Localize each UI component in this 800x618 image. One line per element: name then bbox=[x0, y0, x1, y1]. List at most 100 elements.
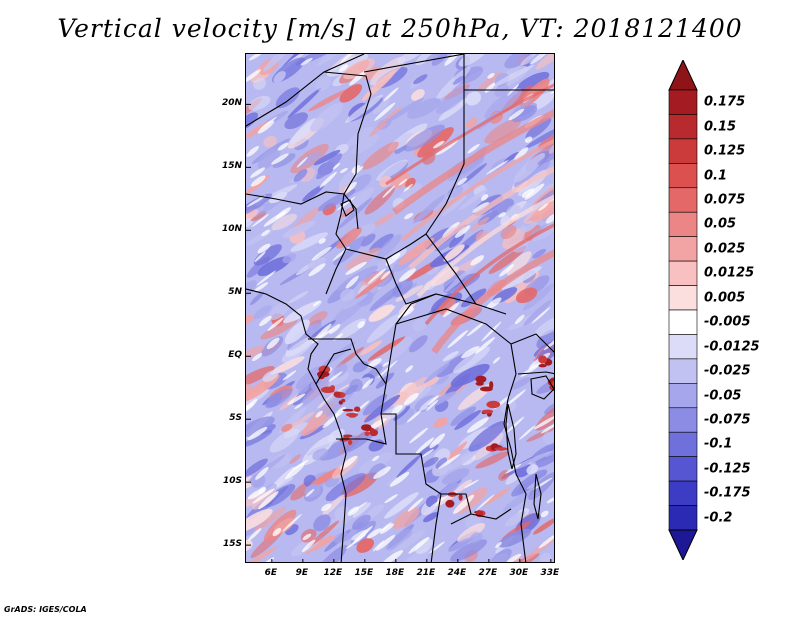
field-cell bbox=[425, 54, 443, 63]
field-cell bbox=[378, 336, 413, 365]
field-cell bbox=[368, 304, 394, 322]
lat-tick-label: 10S bbox=[222, 476, 242, 487]
field-cell bbox=[308, 311, 328, 326]
colorbar-swatch bbox=[668, 236, 698, 262]
colorbar-extend-top bbox=[668, 60, 698, 91]
field-streak bbox=[508, 108, 525, 121]
border-line bbox=[425, 54, 465, 235]
colorbar-extend-bottom bbox=[668, 529, 698, 560]
colorbar-level-label: 0.15 bbox=[704, 119, 737, 135]
field-streak bbox=[296, 156, 308, 168]
lat-tick-label: 15N bbox=[221, 161, 242, 172]
field-cell bbox=[423, 376, 439, 387]
field-cell bbox=[343, 58, 375, 80]
field-cell bbox=[442, 194, 467, 217]
field-cell bbox=[270, 356, 305, 375]
field-cell bbox=[384, 492, 419, 519]
field-streak bbox=[345, 275, 359, 289]
field-streak bbox=[315, 410, 323, 418]
field-cell bbox=[500, 225, 517, 240]
field-cell bbox=[407, 97, 441, 119]
field-cell bbox=[393, 405, 411, 421]
field-cell bbox=[269, 301, 291, 320]
field-streak bbox=[312, 300, 321, 307]
field-cell bbox=[343, 294, 368, 310]
field-cell bbox=[299, 424, 327, 440]
colorbar-level-label: 0.025 bbox=[704, 241, 746, 257]
field-streak bbox=[372, 540, 385, 552]
field-cell bbox=[339, 84, 363, 103]
field-streak bbox=[253, 282, 269, 293]
lon-tick-label: 27E bbox=[478, 568, 498, 578]
field-streak bbox=[375, 534, 396, 551]
field-cell bbox=[366, 313, 401, 344]
colorbar-level-label: -0.175 bbox=[704, 485, 751, 501]
field-hotspot bbox=[354, 406, 361, 412]
field-streak bbox=[433, 140, 445, 149]
field-cell bbox=[281, 336, 316, 363]
field-cell bbox=[385, 528, 413, 551]
field-hotspot bbox=[445, 499, 455, 508]
field-streak bbox=[282, 513, 302, 532]
colorbar-level-label: -0.025 bbox=[704, 363, 751, 379]
field-cell bbox=[317, 54, 342, 66]
border-line bbox=[308, 338, 365, 365]
field-cell bbox=[544, 402, 554, 415]
field-cell bbox=[333, 363, 348, 377]
field-streak bbox=[442, 302, 460, 318]
field-cell bbox=[442, 351, 459, 362]
field-cell bbox=[468, 421, 506, 452]
field-streak bbox=[481, 194, 489, 201]
field-streak bbox=[247, 426, 268, 441]
field-streak bbox=[339, 455, 358, 470]
field-cell bbox=[453, 346, 491, 374]
field-streak bbox=[409, 427, 429, 444]
field-cell bbox=[246, 546, 278, 562]
field-cell bbox=[504, 511, 526, 527]
colorbar-level-label: 0.075 bbox=[704, 192, 746, 208]
field-cell bbox=[289, 454, 301, 464]
field-cell bbox=[307, 257, 327, 269]
field-cell bbox=[454, 409, 482, 431]
field-cell bbox=[503, 151, 520, 163]
field-cell bbox=[475, 451, 510, 469]
field-cell bbox=[275, 87, 300, 109]
field-streak bbox=[506, 416, 525, 433]
colorbar-level-label: -0.05 bbox=[704, 388, 742, 404]
field-streak bbox=[464, 479, 480, 489]
field-cell bbox=[290, 232, 329, 252]
field-streak bbox=[250, 167, 266, 178]
field-cell bbox=[269, 191, 288, 204]
field-cell bbox=[246, 430, 273, 447]
field-hotspot bbox=[481, 409, 494, 414]
field-cell bbox=[246, 314, 254, 325]
field-cell bbox=[532, 248, 546, 259]
field-hotspot bbox=[486, 400, 501, 409]
field-streak bbox=[427, 395, 439, 406]
field-streak bbox=[328, 324, 341, 334]
field-hotspot bbox=[330, 385, 335, 391]
field-cell bbox=[344, 247, 381, 270]
border-line bbox=[246, 191, 345, 205]
lon-tick-label: 12E bbox=[323, 568, 343, 578]
field-streak bbox=[447, 330, 469, 349]
field-cell bbox=[325, 473, 366, 502]
field-streak bbox=[481, 321, 502, 342]
field-cell bbox=[450, 406, 477, 427]
field-cell bbox=[346, 126, 374, 146]
field-streak bbox=[505, 463, 522, 474]
field-cell bbox=[272, 153, 296, 168]
field-cell bbox=[403, 124, 445, 152]
field-cell bbox=[524, 126, 554, 149]
field-cell bbox=[438, 98, 469, 121]
field-cell bbox=[307, 520, 340, 548]
field-streak bbox=[302, 533, 312, 541]
field-cell bbox=[446, 183, 470, 202]
colorbar-swatch bbox=[668, 309, 698, 335]
lake-victoria bbox=[530, 375, 554, 400]
field-cell bbox=[340, 206, 355, 218]
field-streak bbox=[246, 402, 255, 412]
field-cell bbox=[264, 388, 293, 409]
field-cell bbox=[246, 365, 275, 388]
field-cell bbox=[333, 532, 349, 544]
